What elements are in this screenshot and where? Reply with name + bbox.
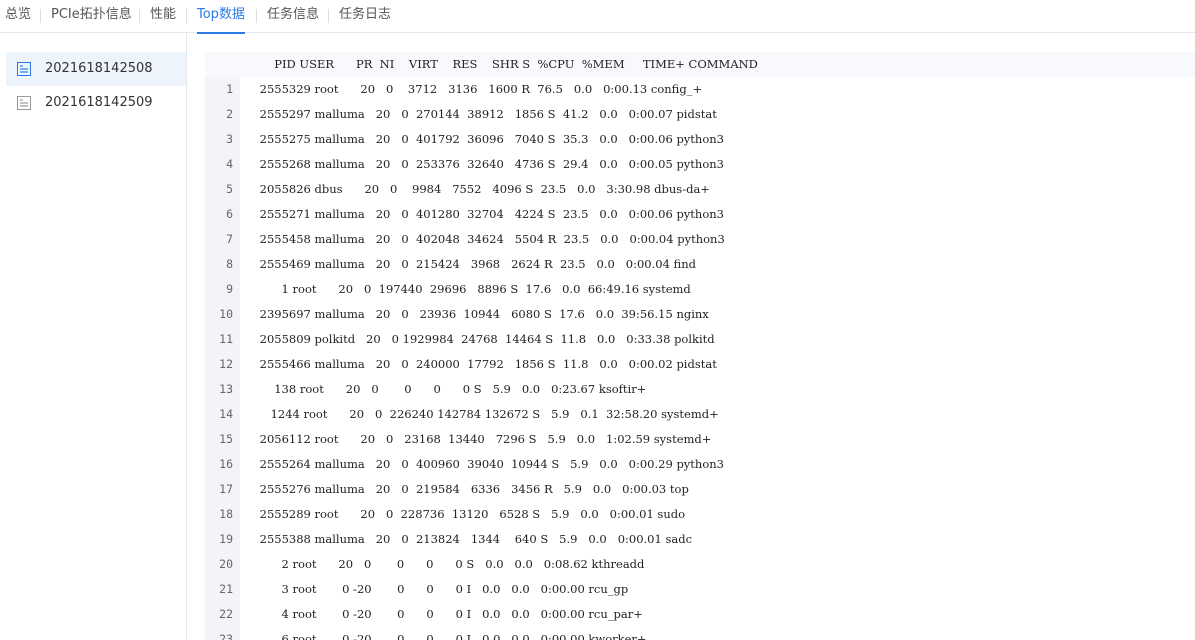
file-name: 2021618142508	[45, 61, 153, 76]
line-number: 13	[219, 382, 233, 396]
line-number: 17	[219, 482, 233, 496]
top-process-row: 16 2555264 malluma 20 0 400960 39040 109…	[205, 452, 1195, 477]
process-line: 3 root 0 -20 0 0 0 I 0.0 0.0 0:00.00 rcu…	[245, 582, 629, 596]
top-process-row: 15 2056112 root 20 0 23168 13440 7296 S …	[205, 427, 1195, 452]
line-number: 4	[226, 157, 233, 171]
process-line: 2555458 malluma 20 0 402048 34624 5504 R…	[245, 232, 725, 246]
file-item[interactable]: 2021618142509	[6, 86, 186, 120]
tab-separator	[256, 9, 257, 23]
tab-task-log[interactable]: 任务日志	[339, 7, 392, 22]
process-line: 2555388 malluma 20 0 213824 1344 640 S 5…	[245, 532, 693, 546]
top-output-viewer[interactable]: PID USER PR NI VIRT RES SHR S %CPU %MEM …	[205, 52, 1195, 640]
process-line: 2 root 20 0 0 0 0 S 0.0 0.0 0:08.62 kthr…	[245, 557, 645, 571]
process-line: 2555276 malluma 20 0 219584 6336 3456 R …	[245, 482, 689, 496]
tab-separator	[328, 9, 329, 23]
top-header-row: PID USER PR NI VIRT RES SHR S %CPU %MEM …	[205, 52, 1195, 77]
tab-pcie-topology[interactable]: PCIe拓扑信息	[51, 7, 132, 22]
top-process-row: 7 2555458 malluma 20 0 402048 34624 5504…	[205, 227, 1195, 252]
top-process-row: 12 2555466 malluma 20 0 240000 17792 185…	[205, 352, 1195, 377]
line-number: 8	[226, 257, 233, 271]
file-name: 2021618142509	[45, 95, 153, 110]
line-number: 6	[226, 207, 233, 221]
line-number: 15	[219, 432, 233, 446]
process-line: 2055809 polkitd 20 0 1929984 24768 14464…	[245, 332, 715, 346]
line-number: 12	[219, 357, 233, 371]
process-line: 4 root 0 -20 0 0 0 I 0.0 0.0 0:00.00 rcu…	[245, 607, 643, 621]
process-line: 1 root 20 0 197440 29696 8896 S 17.6 0.0…	[245, 282, 691, 296]
process-line: 2555469 malluma 20 0 215424 3968 2624 R …	[245, 257, 696, 271]
line-number: 1	[226, 82, 233, 96]
top-process-row: 8 2555469 malluma 20 0 215424 3968 2624 …	[205, 252, 1195, 277]
top-process-row: 21 3 root 0 -20 0 0 0 I 0.0 0.0 0:00.00 …	[205, 577, 1195, 602]
line-number: 7	[226, 232, 233, 246]
process-line: 2555329 root 20 0 3712 3136 1600 R 76.5 …	[245, 82, 703, 96]
document-list-icon	[17, 96, 31, 110]
top-process-row: 11 2055809 polkitd 20 0 1929984 24768 14…	[205, 327, 1195, 352]
line-number: 2	[226, 107, 233, 121]
file-list-sidebar: 2021618142508 2021618142509	[0, 33, 187, 640]
top-process-row: 3 2555275 malluma 20 0 401792 36096 7040…	[205, 127, 1195, 152]
top-process-row: 2 2555297 malluma 20 0 270144 38912 1856…	[205, 102, 1195, 127]
process-line: 2555275 malluma 20 0 401792 36096 7040 S…	[245, 132, 724, 146]
process-line: 2555264 malluma 20 0 400960 39040 10944 …	[245, 457, 724, 471]
line-number: 22	[219, 607, 233, 621]
top-process-row: 5 2055826 dbus 20 0 9984 7552 4096 S 23.…	[205, 177, 1195, 202]
top-process-row: 9 1 root 20 0 197440 29696 8896 S 17.6 0…	[205, 277, 1195, 302]
line-number: 10	[219, 307, 233, 321]
process-line: 2555268 malluma 20 0 253376 32640 4736 S…	[245, 157, 724, 171]
line-number: 11	[219, 332, 233, 346]
process-line: 2395697 malluma 20 0 23936 10944 6080 S …	[245, 307, 709, 321]
top-process-row: 6 2555271 malluma 20 0 401280 32704 4224…	[205, 202, 1195, 227]
line-number: 23	[219, 632, 233, 640]
tab-separator	[186, 9, 187, 23]
process-line: 2055826 dbus 20 0 9984 7552 4096 S 23.5 …	[245, 182, 710, 196]
line-number: 5	[226, 182, 233, 196]
process-line: 2056112 root 20 0 23168 13440 7296 S 5.9…	[245, 432, 712, 446]
top-process-row: 10 2395697 malluma 20 0 23936 10944 6080…	[205, 302, 1195, 327]
top-process-row: 17 2555276 malluma 20 0 219584 6336 3456…	[205, 477, 1195, 502]
top-process-row: 14 1244 root 20 0 226240 142784 132672 S…	[205, 402, 1195, 427]
tab-overview[interactable]: 总览	[5, 7, 32, 22]
tab-separator	[40, 9, 41, 23]
line-number: 14	[219, 407, 233, 421]
line-number: 21	[219, 582, 233, 596]
tab-performance[interactable]: 性能	[150, 7, 177, 22]
line-number: 16	[219, 457, 233, 471]
top-process-row: 22 4 root 0 -20 0 0 0 I 0.0 0.0 0:00.00 …	[205, 602, 1195, 627]
top-process-row: 1 2555329 root 20 0 3712 3136 1600 R 76.…	[205, 77, 1195, 102]
top-header-text: PID USER PR NI VIRT RES SHR S %CPU %MEM …	[245, 57, 758, 71]
line-number: 3	[226, 132, 233, 146]
line-number: 19	[219, 532, 233, 546]
line-number: 20	[219, 557, 233, 571]
process-line: 2555297 malluma 20 0 270144 38912 1856 S…	[245, 107, 717, 121]
process-line: 2555289 root 20 0 228736 13120 6528 S 5.…	[245, 507, 686, 521]
tab-top-data[interactable]: Top数据	[197, 0, 245, 34]
process-line: 2555271 malluma 20 0 401280 32704 4224 S…	[245, 207, 724, 221]
top-process-row: 23 6 root 0 -20 0 0 0 I 0.0 0.0 0:00.00 …	[205, 627, 1195, 640]
top-process-row: 20 2 root 20 0 0 0 0 S 0.0 0.0 0:08.62 k…	[205, 552, 1195, 577]
file-item[interactable]: 2021618142508	[6, 52, 186, 86]
line-number-gutter	[205, 52, 240, 640]
document-list-icon	[17, 62, 31, 76]
top-process-row: 13 138 root 20 0 0 0 0 S 5.9 0.0 0:23.67…	[205, 377, 1195, 402]
process-line: 138 root 20 0 0 0 0 S 5.9 0.0 0:23.67 ks…	[245, 382, 647, 396]
tab-task-info[interactable]: 任务信息	[267, 7, 320, 22]
line-number: 9	[226, 282, 233, 296]
process-line: 6 root 0 -20 0 0 0 I 0.0 0.0 0:00.00 kwo…	[245, 632, 647, 640]
tab-separator	[139, 9, 140, 23]
process-line: 2555466 malluma 20 0 240000 17792 1856 S…	[245, 357, 717, 371]
process-line: 1244 root 20 0 226240 142784 132672 S 5.…	[245, 407, 719, 421]
top-process-row: 19 2555388 malluma 20 0 213824 1344 640 …	[205, 527, 1195, 552]
tab-bar: 总览 PCIe拓扑信息 性能 Top数据 任务信息 任务日志	[0, 0, 1195, 34]
top-process-row: 18 2555289 root 20 0 228736 13120 6528 S…	[205, 502, 1195, 527]
top-process-row: 4 2555268 malluma 20 0 253376 32640 4736…	[205, 152, 1195, 177]
line-number: 18	[219, 507, 233, 521]
